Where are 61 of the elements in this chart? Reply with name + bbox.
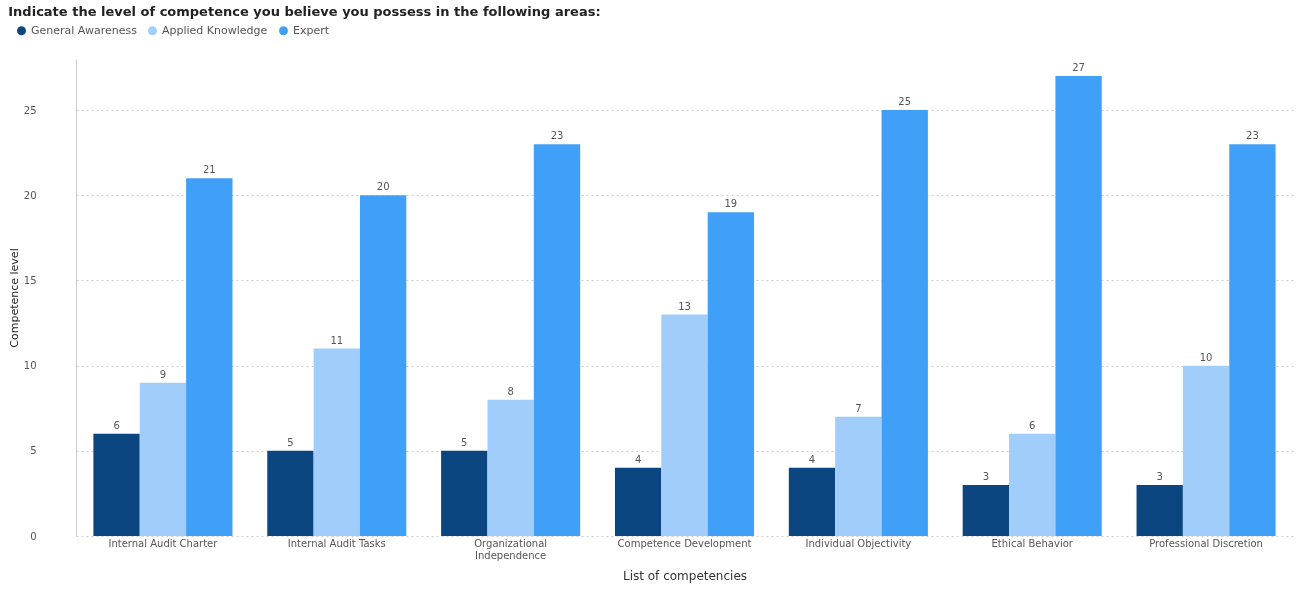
data-label: 11 [330,334,344,346]
data-label: 4 [634,453,642,465]
x-tick-label: Ethical Behavior [991,537,1074,549]
bar [1136,484,1183,536]
data-label: 3 [982,470,990,482]
legend-label: General Awareness [31,23,138,37]
bar [1009,433,1056,536]
bar [359,195,407,536]
data-label: 7 [855,402,862,414]
bar [614,467,662,536]
bar [93,433,140,536]
bar [707,212,755,536]
bar [661,314,708,536]
data-label: 3 [1156,470,1163,482]
data-label: 5 [287,436,294,448]
x-tick-label: Internal Audit Tasks [287,537,386,549]
data-label: 21 [202,164,216,176]
y-tick-label: 15 [23,274,37,286]
data-label: 8 [507,385,514,397]
bar [533,144,581,536]
bar [441,450,488,536]
bar [1182,365,1230,536]
y-tick-label: 0 [30,530,37,542]
bar [1229,144,1276,536]
data-label: 4 [808,453,816,465]
y-tick-label: 20 [23,189,37,201]
bar [881,110,928,536]
data-label: 6 [1029,419,1036,431]
legend-label: Expert [293,23,330,37]
data-label: 6 [113,419,120,431]
y-tick-label: 10 [23,360,37,372]
data-label: 27 [1072,62,1085,74]
data-label: 5 [461,436,468,448]
x-tick-label: Individual Objectivity [805,537,912,549]
chart-title: Indicate the level of competence you believe you possess in the following areas: [8,4,601,19]
data-label: 25 [898,96,912,108]
bar [835,416,882,536]
bar [267,450,314,536]
bar [139,382,187,536]
x-tick-label: Competence Development [617,537,752,549]
data-label: 13 [678,300,691,312]
data-label: 9 [159,368,167,380]
y-axis-title: Competence level [7,248,21,348]
x-tick-label: Organizational Independence [474,537,548,561]
data-label: 23 [550,130,564,142]
data-label: 10 [1199,351,1213,363]
bar [313,348,360,536]
data-label: 20 [376,181,390,193]
y-tick-label: 25 [23,104,37,116]
bar [788,467,836,536]
x-tick-label: Internal Audit Charter [108,537,219,549]
data-label: 23 [1246,130,1259,142]
bar [186,178,233,536]
bar [962,484,1010,536]
bar [487,399,534,536]
x-axis-title: List of competencies [622,568,748,583]
legend-label: Applied Knowledge [162,23,268,37]
x-tick-label: Professional Discretion [1149,537,1263,549]
y-tick-label: 5 [30,445,37,457]
bar [1055,76,1102,536]
data-label: 19 [724,198,738,210]
